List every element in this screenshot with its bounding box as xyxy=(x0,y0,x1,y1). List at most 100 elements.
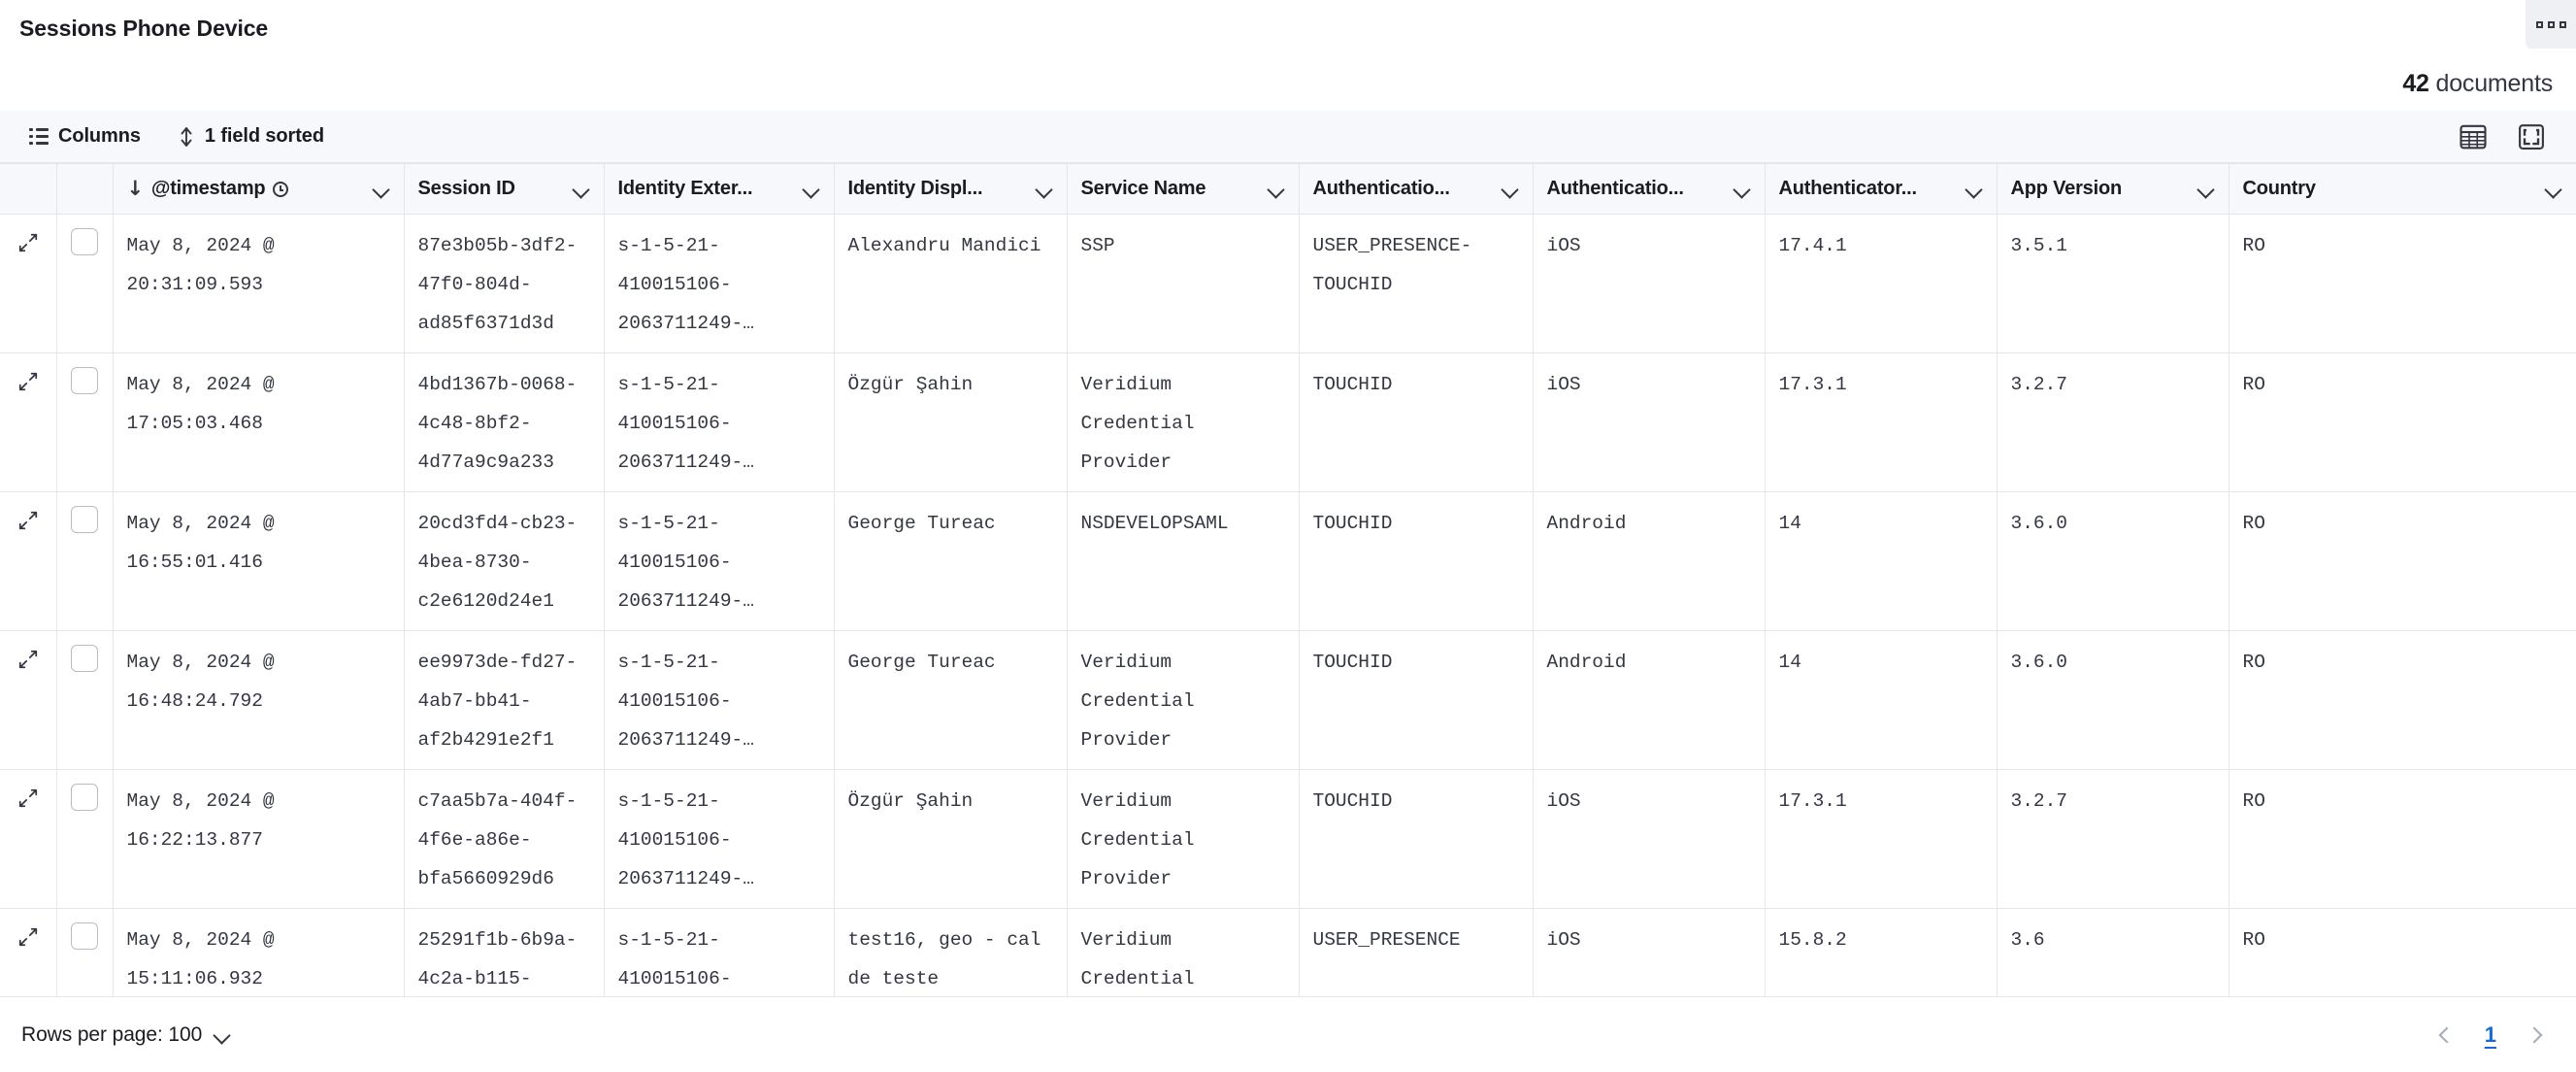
table-row[interactable]: May 8, 2024 @ 16:48:24.792 ee9973de-fd27-… xyxy=(0,630,2576,770)
row-checkbox[interactable] xyxy=(71,922,98,950)
table-row[interactable]: May 8, 2024 @ 16:22:13.877 c7aa5b7a-404f-… xyxy=(0,769,2576,909)
column-header-timestamp[interactable]: ↓ @timestamp xyxy=(113,163,405,215)
rows-per-page-button[interactable]: Rows per page: 100 xyxy=(21,1023,229,1047)
cell-identity-display: test16, geo - cal de teste xyxy=(834,908,1068,996)
fullscreen-icon[interactable] xyxy=(2510,117,2553,156)
row-checkbox[interactable] xyxy=(71,506,98,533)
cell-app-version: 3.6 xyxy=(1997,908,2229,996)
cell-authentication-2: iOS xyxy=(1533,769,1766,909)
cell-authentication-1: USER_PRESENCE xyxy=(1299,908,1534,996)
expand-row-cell xyxy=(0,908,57,996)
column-header-label: Service Name xyxy=(1080,178,1206,199)
column-header-authenticator[interactable]: Authenticator... xyxy=(1765,163,1998,215)
column-header-label: Country xyxy=(2242,178,2316,199)
chevron-right-icon[interactable] xyxy=(2520,1019,2549,1052)
cell-app-version: 3.2.7 xyxy=(1997,352,2229,492)
fullscreen-glyph xyxy=(2519,123,2544,150)
table-row[interactable]: May 8, 2024 @ 16:55:01.416 20cd3fd4-cb23-… xyxy=(0,491,2576,631)
sort-fields-button[interactable]: 1 field sorted xyxy=(170,121,332,151)
column-header-authentication-1[interactable]: Authenticatio... xyxy=(1299,163,1534,215)
cell-country: RO xyxy=(2229,214,2576,353)
expand-glyph xyxy=(18,233,37,252)
expand-glyph xyxy=(18,650,37,669)
cell-authentication-1: TOUCHID xyxy=(1299,630,1534,770)
expand-row-icon[interactable] xyxy=(12,365,45,398)
cell-identity-display: Alexandru Mandici xyxy=(834,214,1068,353)
document-count-value: 42 xyxy=(2402,69,2429,97)
prev-glyph xyxy=(2438,1026,2456,1043)
cell-timestamp: May 8, 2024 @ 20:31:09.593 xyxy=(113,214,405,353)
column-header-label: Authenticator... xyxy=(1778,178,1917,199)
cell-app-version: 3.6.0 xyxy=(1997,630,2229,770)
chevron-down-icon[interactable] xyxy=(1965,184,1983,194)
column-header-identity-external[interactable]: Identity Exter... xyxy=(604,163,835,215)
cell-identity-display: Özgür Şahin xyxy=(834,769,1068,909)
cell-identity-external: s-1-5-21-410015106-2063711249-… xyxy=(604,352,835,492)
column-header-label: App Version xyxy=(2010,178,2123,199)
cell-authenticator: 14 xyxy=(1765,491,1998,631)
chevron-down-icon[interactable] xyxy=(1734,184,1751,194)
chevron-down-icon[interactable] xyxy=(573,184,590,194)
page-number-button[interactable]: 1 xyxy=(2479,1022,2502,1048)
expand-row-icon[interactable] xyxy=(12,921,45,954)
expand-row-icon[interactable] xyxy=(12,226,45,259)
expand-row-icon[interactable] xyxy=(12,504,45,537)
cell-session-id: 87e3b05b-3df2-47f0-804d-ad85f6371d3d xyxy=(404,214,605,353)
cell-timestamp: May 8, 2024 @ 17:05:03.468 xyxy=(113,352,405,492)
cell-authenticator: 15.8.2 xyxy=(1765,908,1998,996)
chevron-down-icon[interactable] xyxy=(2197,184,2215,194)
cell-authenticator: 17.4.1 xyxy=(1765,214,1998,353)
header-select-cell xyxy=(56,163,114,215)
column-header-label: Identity Exter... xyxy=(617,178,753,199)
data-grid-scroll-area[interactable]: ↓ @timestamp Session ID xyxy=(0,163,2576,996)
expand-row-icon[interactable] xyxy=(12,643,45,676)
data-grid-header: ↓ @timestamp Session ID xyxy=(0,163,2576,215)
document-count-label: documents xyxy=(2435,69,2554,97)
context-menu-dot-1 xyxy=(2535,20,2543,28)
chevron-down-icon xyxy=(214,1029,229,1040)
chevron-down-icon[interactable] xyxy=(2545,184,2562,194)
expand-row-icon[interactable] xyxy=(12,782,45,815)
chevron-down-icon[interactable] xyxy=(373,184,390,194)
panel-header: Sessions Phone Device xyxy=(0,0,2576,56)
cell-authentication-2: Android xyxy=(1533,491,1766,631)
context-menu-icon[interactable] xyxy=(2526,0,2576,49)
table-row[interactable]: May 8, 2024 @ 15:11:06.932 25291f1b-6b9a-… xyxy=(0,908,2576,996)
cell-service-name: SSP xyxy=(1067,214,1300,353)
row-checkbox[interactable] xyxy=(71,367,98,394)
column-header-authentication-2[interactable]: Authenticatio... xyxy=(1533,163,1766,215)
expand-glyph xyxy=(18,788,37,808)
row-checkbox[interactable] xyxy=(71,645,98,672)
columns-button[interactable]: Columns xyxy=(21,121,149,151)
pagination: 1 xyxy=(2432,1019,2549,1052)
columns-button-label: Columns xyxy=(58,125,141,147)
column-header-identity-display[interactable]: Identity Displ... xyxy=(834,163,1068,215)
cell-identity-external: s-1-5-21-410015106-2063711249-… xyxy=(604,908,835,996)
chevron-down-icon[interactable] xyxy=(803,184,820,194)
table-row[interactable]: May 8, 2024 @ 17:05:03.468 4bd1367b-0068-… xyxy=(0,352,2576,492)
cell-app-version: 3.2.7 xyxy=(1997,769,2229,909)
row-checkbox[interactable] xyxy=(71,784,98,811)
next-glyph xyxy=(2526,1026,2543,1043)
column-header-app-version[interactable]: App Version xyxy=(1997,163,2229,215)
chevron-left-icon[interactable] xyxy=(2432,1019,2461,1052)
cell-authenticator: 14 xyxy=(1765,630,1998,770)
row-checkbox[interactable] xyxy=(71,228,98,255)
cell-app-version: 3.5.1 xyxy=(1997,214,2229,353)
column-header-label: @timestamp xyxy=(150,178,266,199)
cell-country: RO xyxy=(2229,908,2576,996)
column-header-country[interactable]: Country xyxy=(2229,163,2576,215)
cell-authentication-2: iOS xyxy=(1533,214,1766,353)
table-row[interactable]: May 8, 2024 @ 20:31:09.593 87e3b05b-3df2-… xyxy=(0,214,2576,353)
data-grid: ↓ @timestamp Session ID xyxy=(0,163,2576,996)
sort-updown-icon xyxy=(181,126,192,147)
column-header-session-id[interactable]: Session ID xyxy=(404,163,605,215)
cell-country: RO xyxy=(2229,352,2576,492)
chevron-down-icon[interactable] xyxy=(1502,184,1519,194)
expand-row-cell xyxy=(0,491,57,631)
chevron-down-icon[interactable] xyxy=(1036,184,1053,194)
cell-identity-external: s-1-5-21-410015106-2063711249-… xyxy=(604,630,835,770)
column-header-service-name[interactable]: Service Name xyxy=(1067,163,1300,215)
chevron-down-icon[interactable] xyxy=(1268,184,1285,194)
display-density-icon[interactable] xyxy=(2452,117,2494,156)
